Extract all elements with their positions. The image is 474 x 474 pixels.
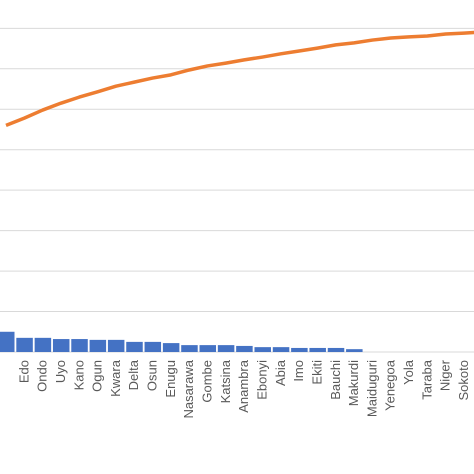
x-tick-label: Sokoto [456,360,471,400]
bar [254,347,271,352]
bar [291,347,308,352]
x-tick-label: Kano [71,360,86,390]
bar [181,345,198,352]
bar [346,349,363,352]
x-tick-label: Anambra [236,359,251,413]
x-tick-label: Uyo [53,360,68,383]
x-tick-label: Gombe [200,360,215,403]
bar [272,347,290,352]
x-tick-label: Taraba [419,359,434,400]
x-tick-label: Kwara [108,359,123,397]
x-tick-label: Imo [291,360,306,382]
x-tick-label: Nasarawa [181,359,196,418]
bar [236,345,253,352]
x-tick-label: Delta [126,359,141,390]
x-tick-label: Yola [401,359,416,385]
bar [126,341,143,352]
bar [0,331,15,352]
bar [217,345,235,352]
x-tick-label: Edo [16,360,31,383]
x-tick-label: Ekiti [309,360,324,385]
bar [309,347,326,352]
bar [16,337,33,352]
x-tick-label: Ondo [35,360,50,392]
cumulative-line [5,30,474,128]
bar [89,339,107,352]
x-tick-label: Niger [438,359,453,391]
bar [107,339,125,352]
x-tick-label: Bauchi [328,360,343,400]
bar [34,337,52,352]
bar [144,341,162,352]
x-tick-label: Yenegoa [383,359,398,411]
x-tick-label: Maiduguri [364,360,379,417]
bar [52,339,70,352]
x-tick-label: Katsina [218,359,233,403]
bar [327,347,345,352]
bar [199,345,217,352]
x-tick-label: Abia [273,359,288,386]
x-tick-label: Makurdi [346,360,361,406]
x-tick-label: Osun [145,360,160,391]
x-tick-label: Ogun [90,360,105,392]
bar [162,343,180,352]
x-tick-label: Ebonyi [254,360,269,400]
bar [71,339,88,352]
x-tick-label: Enugu [163,360,178,398]
